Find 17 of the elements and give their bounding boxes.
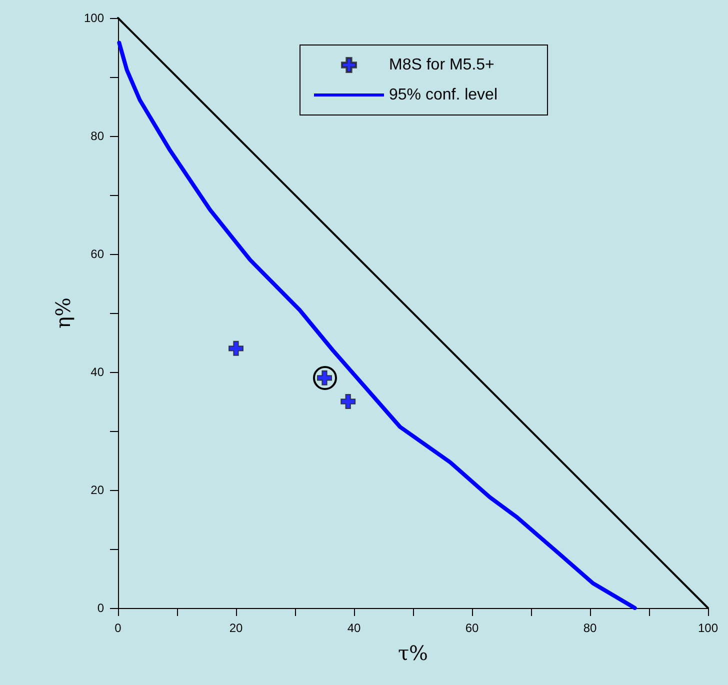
x-tick-label: 60 — [465, 621, 479, 635]
x-tick-label: 0 — [114, 621, 122, 635]
y-tick-label: 40 — [90, 365, 104, 379]
y-tick-label: 100 — [84, 11, 104, 25]
y-tick-label: 60 — [90, 247, 104, 261]
y-tick-label: 20 — [90, 483, 104, 497]
line-series — [117, 40, 637, 610]
y-tick-label: 80 — [90, 129, 104, 143]
legend-label: 95% conf. level — [389, 86, 498, 104]
y-axis-title: η% — [51, 298, 75, 328]
x-tick-label: 40 — [347, 621, 361, 635]
x-axis-title: τ% — [398, 641, 428, 665]
x-tick-label: 100 — [698, 621, 718, 635]
x-tick-label: 80 — [583, 621, 597, 635]
y-tick-label: 0 — [97, 601, 104, 615]
x-tick-label: 20 — [229, 621, 243, 635]
legend-label: M8S for M5.5+ — [389, 56, 494, 74]
